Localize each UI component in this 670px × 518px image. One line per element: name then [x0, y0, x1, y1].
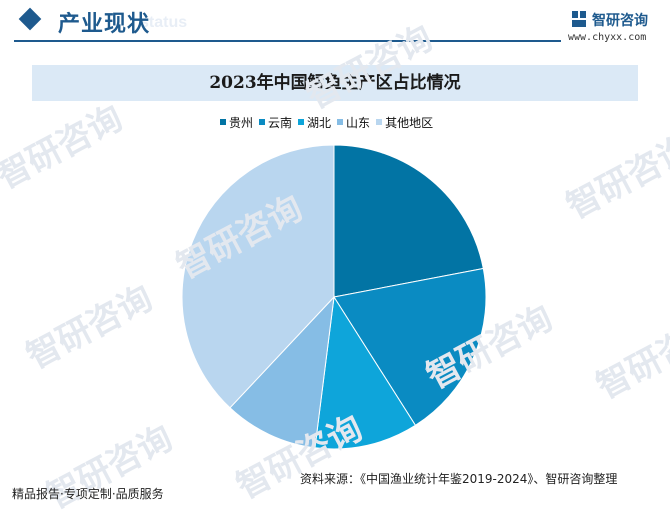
pie-slice[interactable] — [333, 144, 484, 298]
chart-legend: 贵州 云南 湖北 山东 其他地区 — [220, 114, 439, 130]
source-note: 资料来源：《中国渔业统计年鉴2019-2024》、智研咨询整理 — [300, 472, 618, 486]
legend-swatch — [298, 119, 305, 125]
legend-label: 湖北 — [307, 115, 332, 130]
pie-chart — [181, 144, 487, 450]
header: status 产业现状 智研咨询 www.chyxx.com — [0, 0, 670, 45]
chart-title-bar: 2023年中国鲟鱼主产区占比情况 — [32, 65, 638, 101]
legend-label: 其他地区 — [385, 115, 434, 130]
legend-item: 其他地区 — [376, 114, 433, 131]
pie-slice[interactable] — [229, 295, 335, 449]
pie-slice[interactable] — [181, 144, 335, 409]
legend-swatch — [337, 119, 344, 125]
header-divider — [14, 40, 561, 42]
legend-item: 山东 — [337, 114, 370, 131]
legend-item: 湖北 — [298, 114, 331, 131]
pie-slice[interactable] — [314, 295, 417, 450]
pie-slice[interactable] — [333, 267, 487, 427]
legend-label: 云南 — [268, 115, 293, 130]
legend-label: 贵州 — [229, 115, 254, 130]
brand-logo: 智研咨询 — [572, 10, 664, 30]
legend-item: 贵州 — [220, 114, 253, 131]
legend-swatch — [259, 119, 266, 125]
footer: 精品报告·专项定制·品质服务 — [0, 482, 300, 506]
chart-title: 2023年中国鲟鱼主产区占比情况 — [209, 73, 461, 93]
legend-swatch — [220, 119, 226, 125]
legend-item: 云南 — [259, 114, 292, 131]
legend-swatch — [376, 119, 383, 125]
section-subtitle: status — [140, 14, 188, 31]
brand-name: 智研咨询 — [592, 13, 648, 29]
site-url[interactable]: www.chyxx.com — [568, 32, 647, 43]
legend-label: 山东 — [346, 115, 371, 130]
footer-tagline: 精品报告·专项定制·品质服务 — [12, 487, 164, 501]
section-title: 产业现状 — [58, 11, 151, 37]
brand-logo-icon — [572, 11, 586, 27]
